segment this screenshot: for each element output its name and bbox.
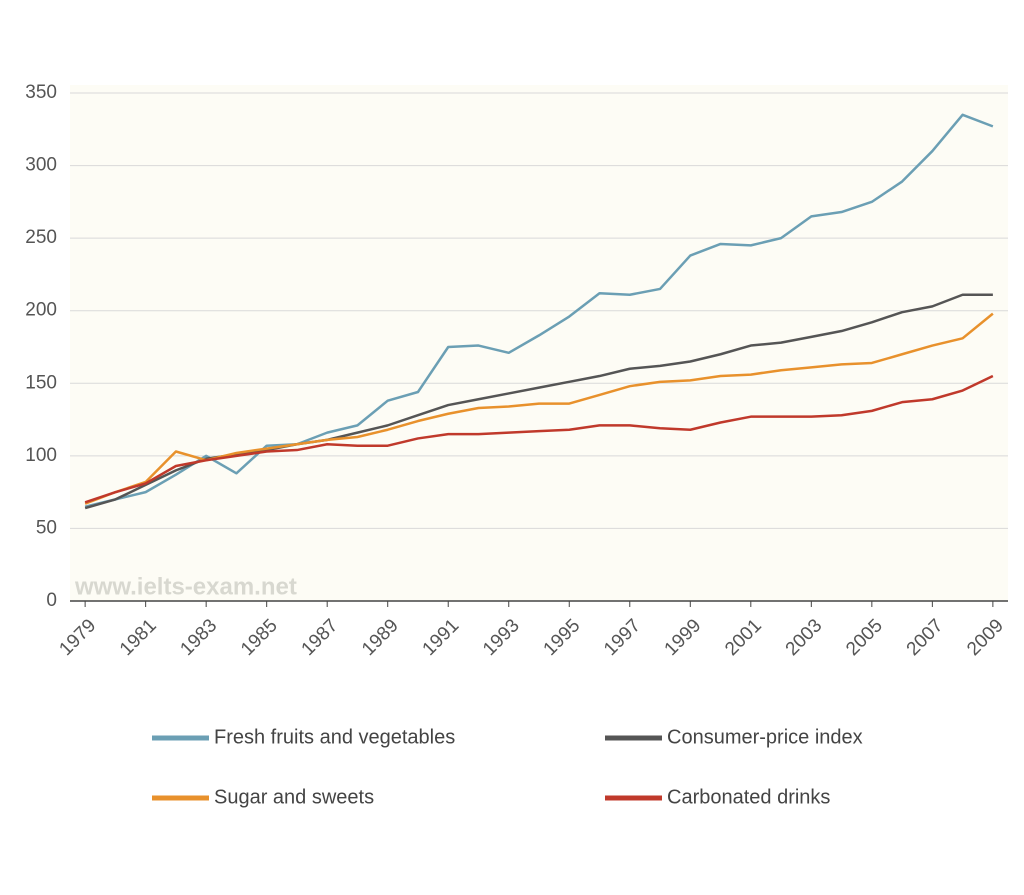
- x-tick-label: 1995: [540, 615, 585, 660]
- legend-label: Fresh fruits and vegetables: [214, 726, 455, 748]
- x-tick-label: 1993: [479, 615, 524, 660]
- x-tick-label: 1981: [116, 615, 161, 660]
- plot-area: [70, 85, 1008, 601]
- y-tick-label: 50: [36, 517, 57, 538]
- x-tick-label: 2005: [842, 615, 887, 660]
- watermark: www.ielts-exam.net: [74, 573, 297, 600]
- y-tick-label: 100: [25, 445, 57, 466]
- series-line: [84, 312, 994, 505]
- y-tick-label: 200: [25, 300, 57, 321]
- series-line: [84, 113, 994, 508]
- series-line: [84, 374, 994, 504]
- x-tick-label: 2009: [963, 615, 1008, 660]
- x-tick-label: 2007: [903, 615, 948, 660]
- x-tick-label: 1985: [237, 615, 282, 660]
- legend: Fresh fruits and vegetables Consumer-pric…: [152, 726, 863, 808]
- x-tick-label: 1987: [298, 615, 343, 660]
- x-tick-label: 1979: [55, 615, 100, 660]
- legend-label: Consumer-price index: [667, 726, 863, 748]
- series-line: [84, 293, 993, 510]
- legend-label: Sugar and sweets: [214, 786, 374, 808]
- x-tick-label: 1989: [358, 615, 403, 660]
- x-tick-label: 1999: [661, 615, 706, 660]
- x-tick-label: 1991: [419, 615, 464, 660]
- legend-label: Carbonated drinks: [667, 786, 830, 808]
- x-tick-label: 2003: [782, 615, 827, 660]
- y-tick-label: 350: [25, 82, 57, 103]
- y-tick-label: 150: [25, 372, 57, 393]
- y-tick-label: 300: [25, 155, 57, 176]
- y-tick-label: 0: [46, 590, 57, 611]
- y-tick-label: 250: [25, 227, 57, 248]
- x-tick-label: 1983: [176, 615, 221, 660]
- x-tick-label: 2001: [721, 615, 766, 660]
- x-tick-label: 1997: [600, 615, 645, 660]
